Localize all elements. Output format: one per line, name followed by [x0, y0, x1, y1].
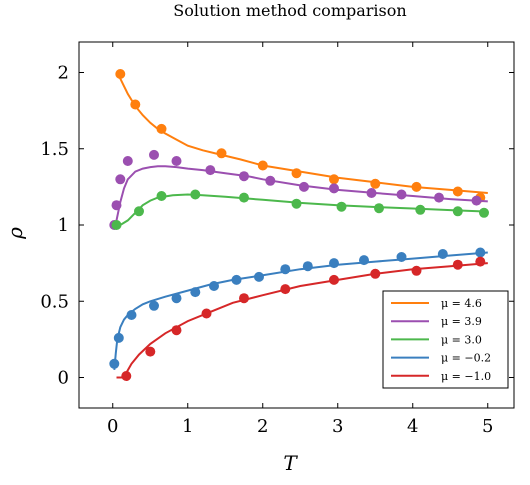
data-point [149, 300, 159, 311]
data-point [411, 265, 422, 276]
data-point [109, 358, 120, 369]
data-point [336, 201, 347, 212]
data-point [149, 149, 159, 160]
legend-label: μ = −1.0 [441, 370, 491, 383]
y-tick-label: 0 [58, 368, 69, 389]
y-tick-label: 1.5 [40, 139, 69, 160]
legend-label: μ = 3.9 [441, 315, 482, 328]
data-point [452, 259, 463, 270]
data-point [291, 198, 302, 209]
data-point [415, 204, 426, 215]
x-tick-label: 3 [332, 416, 343, 437]
data-point [111, 200, 122, 211]
data-point [411, 181, 422, 192]
data-point [254, 271, 264, 282]
series-line [115, 165, 488, 221]
x-tick-label: 2 [257, 416, 268, 437]
axes: 0 1 2 3 4 5 0 0.5 1 1.5 2 [40, 41, 515, 437]
data-point [329, 183, 339, 194]
data-point [280, 284, 291, 295]
data-point [121, 371, 132, 381]
data-point [265, 175, 276, 186]
data-point [115, 69, 126, 79]
data-point [396, 252, 407, 262]
data-point [366, 188, 377, 198]
data-point [115, 174, 126, 185]
data-point [370, 268, 381, 279]
data-point [329, 274, 339, 285]
legend-label: μ = −0.2 [441, 352, 491, 365]
data-point [396, 189, 407, 200]
data-point [171, 325, 182, 336]
y-tick-label: 1 [58, 215, 69, 236]
data-point [359, 255, 369, 266]
data-point [291, 168, 302, 179]
data-point [134, 206, 144, 217]
series-line [116, 193, 488, 226]
y-tick-label: 2 [58, 63, 69, 84]
data-point [329, 174, 339, 185]
data-point [201, 308, 212, 319]
data-point [171, 156, 182, 166]
data-point [190, 189, 201, 200]
legend: μ = 4.6 μ = 3.9 μ = 3.0 μ = −0.2 μ = −1.0 [382, 290, 509, 389]
data-point [216, 148, 227, 159]
data-point [475, 247, 486, 258]
data-point [145, 346, 156, 357]
series-1 [109, 149, 488, 230]
data-point [479, 207, 489, 218]
data-point [231, 274, 242, 285]
data-point [299, 181, 309, 192]
data-point [113, 332, 124, 343]
data-point [471, 195, 482, 206]
data-point [156, 191, 167, 201]
data-point [374, 203, 384, 214]
data-point [452, 186, 463, 197]
y-tick-label: 0.5 [40, 291, 69, 312]
data-point [171, 293, 182, 304]
data-point [302, 261, 313, 272]
data-point [130, 99, 141, 110]
x-tick-label: 0 [107, 416, 118, 437]
data-point [122, 156, 133, 166]
x-tick-label: 4 [407, 416, 418, 437]
series-line [115, 71, 488, 194]
x-tick-label: 1 [182, 416, 193, 437]
data-point [111, 220, 122, 230]
legend-label: μ = 4.6 [441, 297, 482, 310]
x-tick-label: 5 [482, 416, 493, 437]
data-point [280, 264, 291, 275]
data-point [156, 123, 167, 134]
chart-title: Solution method comparison [173, 1, 406, 20]
series-3 [109, 247, 488, 370]
series-2 [111, 189, 489, 230]
data-point [205, 165, 216, 176]
data-point [239, 293, 249, 304]
legend-label: μ = 3.0 [441, 333, 482, 346]
data-point [437, 249, 448, 259]
data-point [452, 206, 463, 217]
plot-area [109, 69, 489, 381]
y-axis-label: ρ [3, 227, 27, 240]
data-point [126, 310, 137, 320]
data-point [434, 192, 444, 203]
x-axis-label: T [283, 451, 298, 475]
series-0 [115, 69, 488, 203]
data-point [190, 287, 201, 298]
data-point [257, 160, 268, 171]
series-4 [116, 256, 488, 381]
data-point [239, 171, 249, 182]
data-point [370, 178, 381, 189]
data-point [239, 192, 249, 203]
data-point [209, 281, 219, 291]
data-point [329, 258, 339, 269]
data-point [475, 256, 486, 267]
